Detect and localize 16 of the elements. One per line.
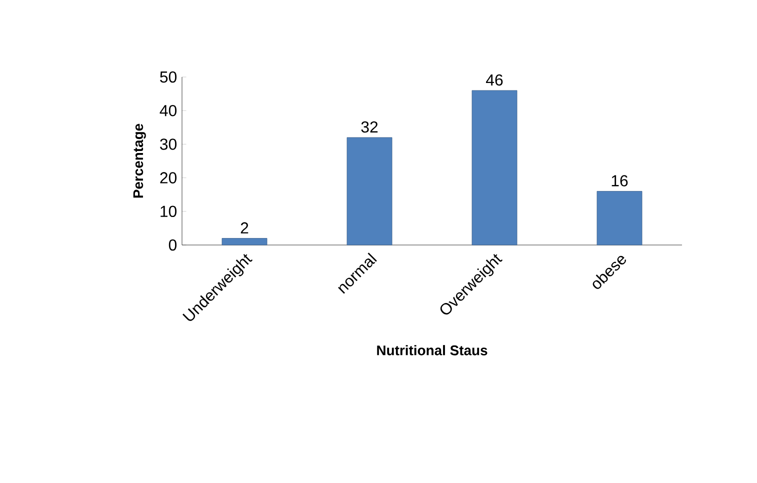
data-label: 46 bbox=[486, 74, 503, 86]
bar bbox=[472, 90, 518, 246]
data-label: 16 bbox=[612, 175, 628, 186]
bar bbox=[596, 191, 642, 246]
bar bbox=[346, 137, 392, 246]
y-tick-label: 50 bbox=[160, 71, 177, 83]
data-label: 2 bbox=[240, 222, 248, 234]
y-tick-label: 30 bbox=[160, 138, 177, 150]
x-axis-title: Nutritional Staus bbox=[377, 345, 488, 356]
data-label: 32 bbox=[361, 121, 378, 133]
y-tick-label: 0 bbox=[168, 239, 177, 251]
y-tick-label: 40 bbox=[160, 104, 177, 116]
y-tick-label: 20 bbox=[160, 172, 177, 184]
y-axis-title: Percentage bbox=[133, 124, 146, 198]
y-tick-label: 10 bbox=[160, 206, 177, 218]
bar bbox=[222, 238, 268, 246]
